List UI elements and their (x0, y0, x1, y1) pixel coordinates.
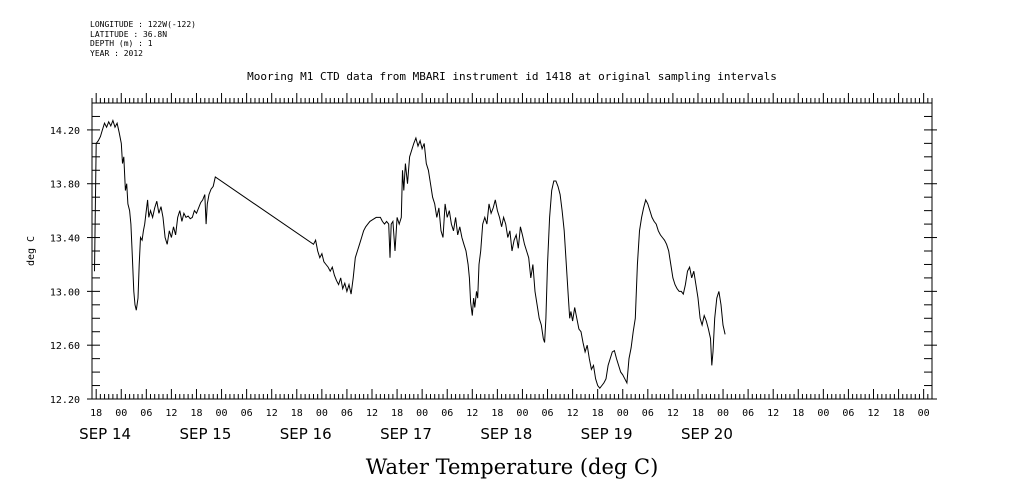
y-tick-label: 12.20 (50, 395, 80, 406)
x-tick-label: 00 (216, 408, 228, 419)
x-tick-label: 06 (140, 408, 152, 419)
x-day-label: SEP 15 (179, 425, 231, 443)
metadata-line: DEPTH (m) : 1 (90, 39, 153, 48)
x-tick-label: 18 (893, 408, 905, 419)
x-day-label: SEP 18 (480, 425, 532, 443)
x-tick-label: 18 (190, 408, 202, 419)
x-tick-label: 18 (291, 408, 303, 419)
x-tick-label: 12 (767, 408, 779, 419)
x-tick-label: 06 (341, 408, 353, 419)
series-layer (94, 118, 726, 390)
metadata-line: YEAR : 2012 (90, 48, 143, 58)
x-tick-label: 18 (692, 408, 704, 419)
x-tick-label: 00 (817, 408, 829, 419)
x-tick-label: 18 (391, 408, 403, 419)
x-tick-label: 06 (241, 408, 253, 419)
x-axis: 18 00 06 12 18 00 06 12 18 00 06 12 18 00 06 12 18 00 06 12… (79, 93, 933, 443)
y-tick-label: 13.80 (50, 180, 80, 191)
x-tick-label: 12 (667, 408, 679, 419)
x-tick-label: 18 (90, 408, 102, 419)
x-tick-label: 18 (491, 408, 503, 419)
x-tick-label: 18 (592, 408, 604, 419)
x-tick-label: 12 (266, 408, 278, 419)
x-tick-label: 06 (842, 408, 854, 419)
x-tick-label: 00 (717, 408, 729, 419)
x-tick-label: 12 (867, 408, 879, 419)
x-day-label: SEP 17 (380, 425, 432, 443)
x-day-label: SEP 16 (280, 425, 332, 443)
y-axis: 12.20 12.60 13.00 13.40 13.80 14.20 (50, 102, 937, 406)
metadata-line: LATITUDE : 36.8N (90, 29, 168, 39)
x-tick-label: 12 (466, 408, 478, 419)
x-axis-label: Water Temperature (deg C) (366, 455, 659, 479)
y-tick-label: 13.40 (50, 234, 80, 245)
x-tick-label: 00 (416, 408, 428, 419)
chart-title: Mooring M1 CTD data from MBARI instrumen… (247, 70, 777, 83)
y-tick-label: 13.00 (50, 287, 80, 298)
x-day-label: SEP 19 (581, 425, 633, 443)
x-tick-label: 12 (366, 408, 378, 419)
x-tick-label: 12 (165, 408, 177, 419)
x-tick-label: 06 (642, 408, 654, 419)
x-tick-label: 00 (115, 408, 127, 419)
x-tick-label: 06 (742, 408, 754, 419)
x-tick-label: 06 (441, 408, 453, 419)
x-tick-label: 00 (617, 408, 629, 419)
x-tick-label: 00 (316, 408, 328, 419)
y-axis-label: deg C (26, 236, 37, 266)
y-tick-label: 12.60 (50, 341, 80, 352)
metadata-block: LONGITUDE : 122W(-122) LATITUDE : 36.8N DE… (90, 20, 196, 58)
temperature-line (94, 118, 726, 390)
x-tick-label: 00 (918, 408, 930, 419)
y-tick-label: 14.20 (50, 126, 80, 137)
metadata-line: LONGITUDE : 122W(-122) (90, 20, 196, 29)
x-tick-label: 12 (567, 408, 579, 419)
x-tick-label: 06 (541, 408, 553, 419)
x-day-label: SEP 14 (79, 425, 131, 443)
x-tick-label: 18 (792, 408, 804, 419)
x-tick-label: 00 (516, 408, 528, 419)
x-day-label: SEP 20 (681, 425, 733, 443)
